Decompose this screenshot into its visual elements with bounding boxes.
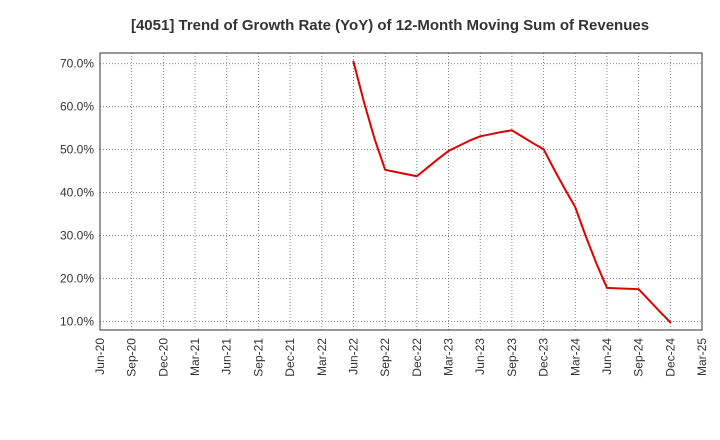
x-tick-label: Dec-22: [410, 338, 424, 377]
x-tick-label: Mar-24: [568, 338, 582, 376]
y-axis-ticks: 10.0% 20.0% 30.0% 40.0% 50.0% 60.0% 70.0%: [60, 57, 94, 329]
x-tick-label: Dec-24: [663, 338, 677, 377]
chart-title: [4051] Trend of Growth Rate (YoY) of 12-…: [131, 17, 649, 34]
x-tick-label: Mar-23: [442, 338, 456, 376]
x-tick-label: Sep-24: [632, 338, 646, 377]
y-tick-label: 40.0%: [60, 186, 94, 200]
x-tick-label: Sep-23: [505, 338, 519, 377]
y-tick-label: 30.0%: [60, 229, 94, 243]
x-tick-label: Jun-21: [220, 338, 234, 375]
x-tick-label: Sep-21: [251, 338, 265, 377]
x-tick-label: Jun-23: [473, 338, 487, 375]
y-tick-label: 50.0%: [60, 143, 94, 157]
x-tick-label: Jun-20: [93, 338, 107, 375]
x-tick-label: Dec-20: [156, 338, 170, 377]
x-tick-label: Mar-25: [695, 338, 709, 376]
y-tick-label: 70.0%: [60, 57, 94, 71]
x-tick-label: Jun-24: [600, 338, 614, 375]
y-tick-label: 10.0%: [60, 314, 94, 328]
y-tick-label: 20.0%: [60, 271, 94, 285]
x-tick-label: Mar-22: [315, 338, 329, 376]
x-tick-label: Jun-22: [346, 338, 360, 375]
y-tick-label: 60.0%: [60, 100, 94, 114]
x-tick-label: Dec-23: [537, 338, 551, 377]
x-tick-label: Mar-21: [188, 338, 202, 376]
series-line: [352, 60, 672, 324]
x-tick-label: Sep-22: [378, 338, 392, 377]
plot-area-frame: [99, 52, 703, 331]
x-tick-label: Dec-21: [283, 338, 297, 377]
x-axis-ticks: Jun-20 Sep-20 Dec-20 Mar-21 Jun-21 Sep-21 Dec-…: [93, 338, 709, 377]
x-tick-label: Sep-20: [125, 338, 139, 377]
series-layer: [352, 60, 672, 324]
